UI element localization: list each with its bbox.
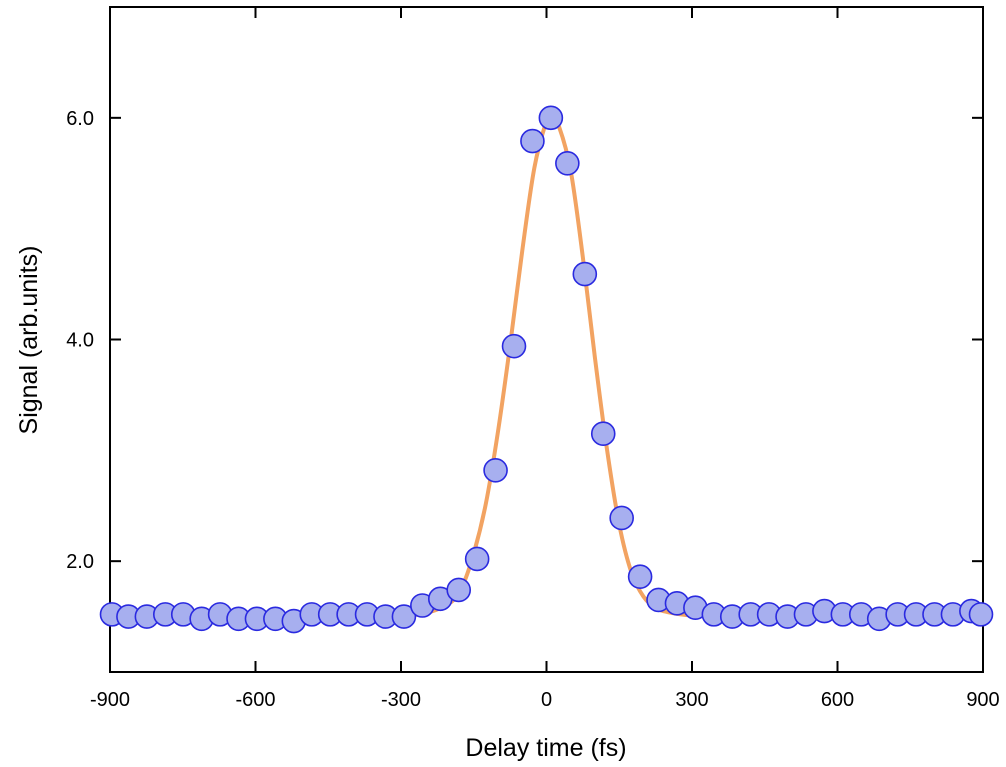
y-tick-label: 2.0 xyxy=(66,551,94,573)
data-point xyxy=(446,577,472,603)
x-tick-label: -300 xyxy=(381,689,421,711)
x-tick-label: -900 xyxy=(90,689,130,711)
y-tick-labels: 2.0 4.0 6.0 xyxy=(66,108,94,573)
x-axis-title: Delay time (fs) xyxy=(465,734,626,762)
data-point xyxy=(501,333,527,359)
x-tick-label: 300 xyxy=(675,689,708,711)
x-tick-label: 600 xyxy=(821,689,854,711)
data-point xyxy=(609,505,634,531)
data-point xyxy=(627,564,653,589)
data-point xyxy=(464,546,490,572)
data-point xyxy=(483,457,508,483)
data-point xyxy=(590,421,616,447)
fit-curve-layer xyxy=(108,114,985,619)
fit-curve xyxy=(108,114,985,619)
data-points-layer xyxy=(99,105,994,634)
data-point xyxy=(520,128,545,154)
data-point xyxy=(968,602,994,627)
y-tick-label: 4.0 xyxy=(66,330,94,352)
y-axis-title: Signal (arb.units) xyxy=(15,246,43,435)
data-point xyxy=(391,604,417,629)
data-point xyxy=(555,150,580,176)
y-tick-label: 6.0 xyxy=(66,108,94,130)
data-point xyxy=(572,261,598,287)
x-tick-label: 0 xyxy=(541,689,552,711)
x-tick-label: 900 xyxy=(966,689,999,711)
x-tick-label: -600 xyxy=(235,689,275,711)
axis-ticks xyxy=(109,7,984,672)
data-point xyxy=(538,105,564,131)
x-tick-labels: -900 -600 -300 0 300 600 900 xyxy=(90,689,1000,711)
